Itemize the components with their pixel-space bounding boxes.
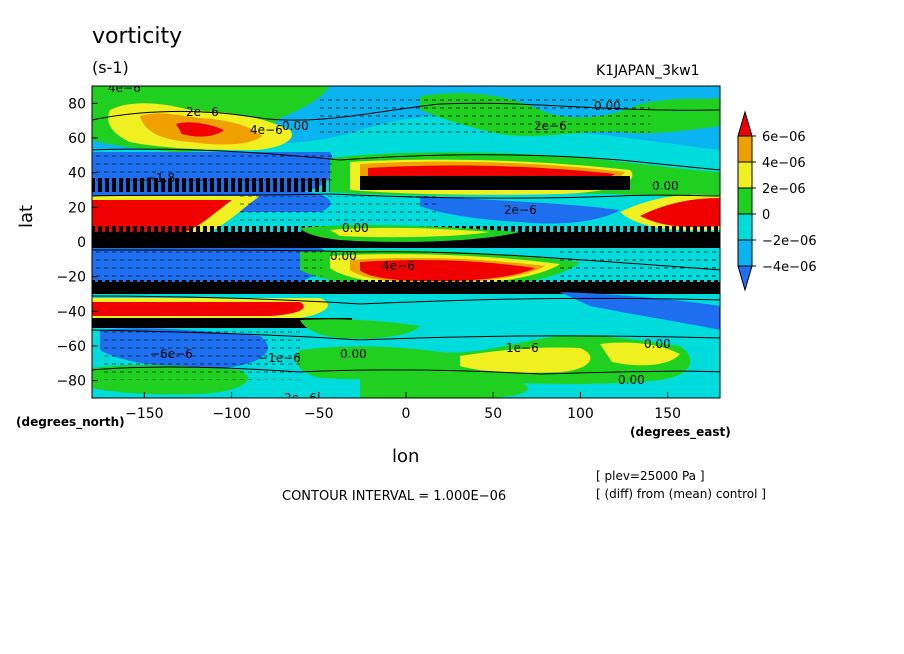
contour-label: 2e−6 [504,203,537,217]
contour-label: 0.00 [282,119,309,133]
run-label: K1JAPAN_3kw1 [596,63,700,79]
y-tick-label: 20 [68,200,86,216]
contour-line [92,193,720,199]
x-axis-unit: (degrees_east) [630,425,731,439]
x-axis-label: lon [392,446,420,467]
chart-units: (s-1) [92,58,129,77]
level-note: [ plev=25000 Pa ] [596,469,705,483]
contour-label-group: 4e−6 2e−6 4e−6 0.00 2e−6 0.00 −1.8 0.00 … [108,81,679,405]
colorbar-box [737,187,753,215]
plot-area: 4e−6 2e−6 4e−6 0.00 2e−6 0.00 −1.8 0.00 … [92,81,720,405]
y-axis-label: lat [16,204,37,228]
contour-label: 0.00 [652,179,679,193]
field-south-green-west [300,319,420,339]
colorbar-label: 0 [762,208,770,223]
contour-line [92,329,720,341]
contour-line [92,249,720,271]
y-axis-unit: (degrees_north) [16,415,125,429]
colorbar-box [737,161,753,189]
contour-interval: CONTOUR INTERVAL = 1.000E−06 [282,489,507,504]
x-tick-label: −150 [125,406,163,422]
field-band-20n-blue-mid [420,196,620,224]
colorbar-triangle-bottom [737,265,753,292]
x-axis: −150 −100 −50 0 50 100 150 [125,392,681,422]
contour-label: 0.00 [594,99,621,113]
contour-label: 2e−6 [186,105,219,119]
field-band-20s-red [360,260,535,282]
x-tick-label: 0 [402,406,411,422]
field-band-40s-red [92,302,304,316]
contour-label: 0.00 [644,337,671,351]
colorbar-box [737,239,753,267]
contour-label: 0.00 [340,347,367,361]
contour-label: 0.00 [330,249,357,263]
colorbar-triangle-top [737,110,753,137]
field-contour-hatch-20s [92,250,322,280]
colorbar: −4e−06 −2e−06 0 2e−06 4e−06 6e−06 [737,110,817,292]
y-tick-label: −80 [56,374,86,390]
y-tick-label: −60 [56,339,86,355]
y-tick-label: −20 [56,270,86,286]
contour-label: 0.00 [342,221,369,235]
x-tick-label: 100 [567,406,594,422]
x-tick-label: −50 [304,406,334,422]
colorbar-label: 6e−06 [762,130,806,145]
field-south-yellow-east [600,342,680,366]
contour-line [92,148,720,171]
colorbar-label: −2e−06 [762,234,817,249]
colorbar-label: 4e−06 [762,156,806,171]
contour-label: 4e−6 [382,259,415,273]
colorbar-label: −4e−06 [762,260,817,275]
y-tick-label: 0 [77,235,86,251]
field-band-40n-black [360,176,630,190]
y-axis: 80 60 40 20 0 −20 −40 −60 −80 [56,96,98,390]
contour-line [92,366,720,375]
x-tick-label: 150 [654,406,681,422]
contour-label: 4e−6 [250,123,283,137]
field-contour-hatch-north [320,96,650,136]
x-tick-label: 50 [484,406,502,422]
field-band-equator-yellow [330,227,490,238]
field-south-yellow-center [460,347,591,373]
chart-title: vorticity [92,24,183,49]
y-tick-label: 40 [68,166,86,182]
x-tick-label: −100 [212,406,250,422]
y-tick-label: 60 [68,131,86,147]
colorbar-box [737,213,753,241]
field-south-green-lower [360,375,528,398]
contour-label: 2e−6 [284,391,317,405]
field-contour-hatch-40n [92,152,332,182]
diff-note: [ (diff) from (mean) control ] [596,487,766,501]
contour-line [92,102,720,121]
contour-label: −1.8 [146,171,175,185]
field-band-35s-blue-east [560,292,720,330]
contour-label: −1e−6 [258,351,301,365]
colorbar-label: 2e−06 [762,182,806,197]
contour-label: 2e−6 [534,119,567,133]
field-patch-nw-red [176,122,224,137]
contour-label: 0.00 [618,373,645,387]
field-band-25s-stripes [92,280,720,286]
contour-line [92,295,720,305]
field-band-40s-black [92,318,352,328]
colorbar-box [737,135,753,163]
contour-label: 1e−6 [506,341,539,355]
field-band-20n-red-east [640,198,720,227]
contour-label: −6e−6 [150,347,193,361]
contour-lines [92,102,720,375]
field-contour-hatch-south [100,330,300,380]
y-tick-label: −40 [56,304,86,320]
field-contour-hatch-equator [240,196,440,226]
contour-label: 4e−6 [108,81,141,95]
y-tick-label: 80 [68,96,86,112]
